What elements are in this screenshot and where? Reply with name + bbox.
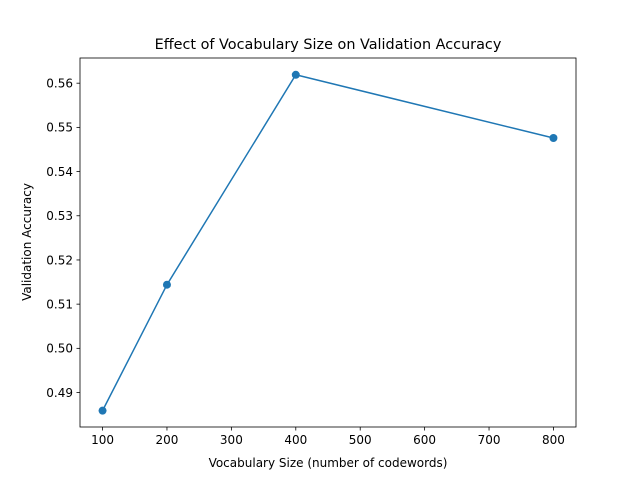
x-tick-label: 400 [284,433,307,447]
y-tick-label: 0.53 [46,209,73,223]
x-tick-label: 500 [349,433,372,447]
x-tick-label: 700 [478,433,501,447]
y-tick-label: 0.51 [46,297,73,311]
x-tick-label: 300 [220,433,243,447]
y-axis-label: Validation Accuracy [20,183,34,301]
y-axis: 0.49 0.50 0.51 0.52 0.53 0.54 0.55 0.56 [46,76,80,400]
data-point [291,70,300,79]
x-tick-label: 800 [542,433,565,447]
series-line [101,73,554,411]
x-axis-label: Vocabulary Size (number of codewords) [209,456,448,470]
chart-title: Effect of Vocabulary Size on Validation … [155,37,502,53]
x-tick-label: 200 [156,433,179,447]
data-point [162,280,171,289]
y-tick-label: 0.55 [46,121,73,135]
y-tick-label: 0.56 [46,76,73,90]
y-tick-label: 0.52 [46,253,73,267]
plot-area [79,57,577,428]
y-tick-label: 0.49 [46,386,73,400]
x-tick-label: 600 [413,433,436,447]
data-point [98,406,107,415]
y-tick-label: 0.50 [46,342,73,356]
plot-frame [79,57,577,428]
x-axis: 100 200 300 400 500 600 700 800 [91,427,565,447]
data-point [549,133,558,142]
y-tick-label: 0.54 [46,165,73,179]
x-tick-label: 100 [91,433,114,447]
